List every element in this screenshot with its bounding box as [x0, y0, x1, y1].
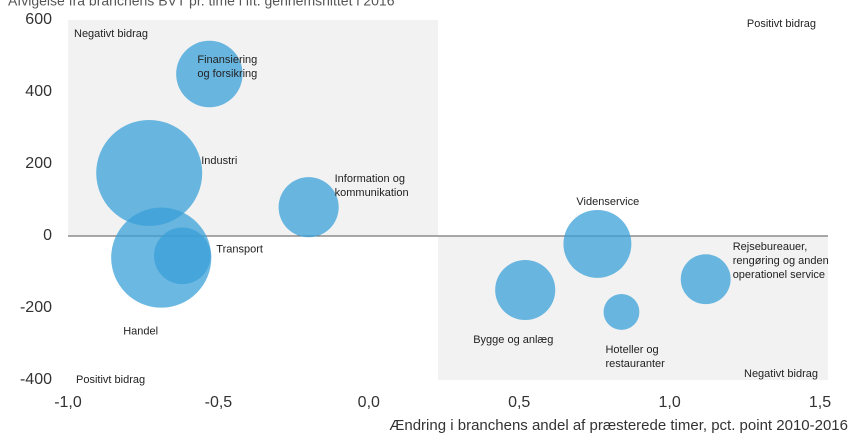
- x-tick-label: 1,5: [809, 394, 831, 411]
- bubble-label: Industri: [201, 155, 237, 167]
- bubble: [680, 254, 731, 305]
- bubble: [603, 294, 640, 330]
- x-tick-label: -0,5: [205, 394, 233, 411]
- x-tick-label: 0,0: [358, 394, 380, 411]
- quadrant-label: Positivt bidrag: [747, 18, 816, 30]
- x-axis-label: Ændring i branchens andel af præsterede …: [389, 417, 848, 434]
- bubble-label: Transport: [216, 244, 263, 256]
- bubble-label: Information og: [335, 173, 405, 185]
- chart-title: Afvigelse fra branchens BVT pr. time i i…: [8, 0, 395, 9]
- bubble: [495, 259, 556, 321]
- bubble-label: Rejsebureauer,: [733, 241, 808, 253]
- y-tick-label: -200: [20, 299, 52, 316]
- y-tick-label: 600: [25, 11, 52, 28]
- y-tick-label: 200: [25, 155, 52, 172]
- y-tick-label: 400: [25, 83, 52, 100]
- bubble-label: Handel: [123, 326, 158, 338]
- y-tick-label: -400: [20, 371, 52, 388]
- bubble-label: Bygge og anlæg: [473, 334, 553, 346]
- quadrant-label: Positivt bidrag: [76, 374, 145, 386]
- x-tick-label: -1,0: [54, 394, 82, 411]
- x-tick-label: 1,0: [658, 394, 680, 411]
- bubble-label: Finansiering: [197, 54, 257, 66]
- bubble-label: operationel service: [733, 269, 825, 281]
- bubble-label: Videnservice: [576, 196, 639, 208]
- bubble-label: restauranter: [605, 358, 665, 370]
- quadrant-label: Negativt bidrag: [74, 28, 148, 40]
- bubble: [278, 177, 339, 238]
- y-tick-label: 0: [43, 227, 52, 244]
- x-tick-label: 0,5: [508, 394, 530, 411]
- bubble: [563, 209, 632, 278]
- bubble: [176, 40, 243, 108]
- bubble: [96, 120, 203, 226]
- bubble-label: kommunikation: [335, 187, 409, 199]
- bubble-label: rengøring og anden: [733, 255, 829, 267]
- bubble: [153, 227, 211, 285]
- quadrant-label: Negativt bidrag: [744, 368, 818, 380]
- bubble-label: og forsikring: [197, 68, 257, 80]
- bubble-label: Hoteller og: [605, 344, 658, 356]
